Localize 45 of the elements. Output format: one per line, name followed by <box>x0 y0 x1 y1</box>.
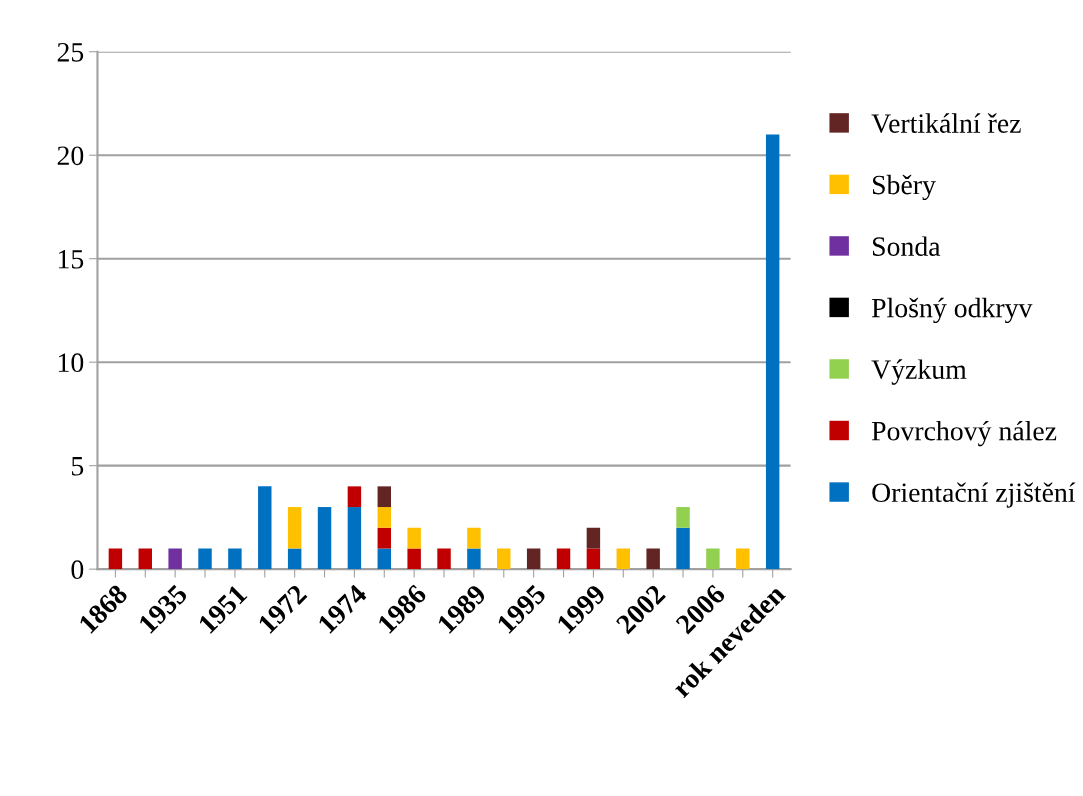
y-tick-label: 15 <box>58 250 84 269</box>
bar <box>138 548 152 570</box>
y-tick-label: 0 <box>71 560 84 580</box>
bar <box>347 507 362 570</box>
bar <box>287 507 302 549</box>
bar <box>736 548 750 570</box>
legend-label: Povrchový nález <box>871 420 1057 447</box>
bar <box>646 548 660 570</box>
bar <box>616 548 631 570</box>
bar <box>258 486 272 570</box>
bar <box>407 548 421 570</box>
bar <box>497 548 511 570</box>
legend-label: Orientační zjištění <box>872 482 1076 508</box>
bar <box>407 527 421 549</box>
bar <box>377 527 391 549</box>
bar <box>347 486 362 508</box>
bar <box>228 548 242 570</box>
legend-label: Výzkum <box>871 359 967 385</box>
y-tick-label: 10 <box>58 353 84 373</box>
bar <box>377 486 391 508</box>
y-tick-label: 5 <box>72 457 84 476</box>
bar <box>467 548 481 570</box>
bar <box>287 548 302 570</box>
legend-label: Sonda <box>872 236 941 256</box>
bar <box>377 548 391 570</box>
bar <box>765 134 780 570</box>
bar <box>706 548 720 570</box>
legend-label: Sběry <box>872 174 936 201</box>
bar <box>467 527 481 549</box>
bar <box>168 548 182 570</box>
bar <box>526 548 541 570</box>
bar <box>317 507 332 570</box>
legend-label: Vertikální řez <box>871 113 1021 134</box>
bar <box>676 527 690 570</box>
bar <box>556 548 571 570</box>
bar <box>586 548 601 570</box>
bar <box>108 548 123 570</box>
y-tick-label: 25 <box>57 42 84 62</box>
bar <box>198 548 212 570</box>
legend-label: Plošný odkryv <box>871 297 1033 324</box>
bar <box>377 507 391 528</box>
bar <box>586 527 601 549</box>
bar <box>676 507 690 528</box>
bar <box>437 548 451 570</box>
y-tick-label: 20 <box>57 146 84 166</box>
